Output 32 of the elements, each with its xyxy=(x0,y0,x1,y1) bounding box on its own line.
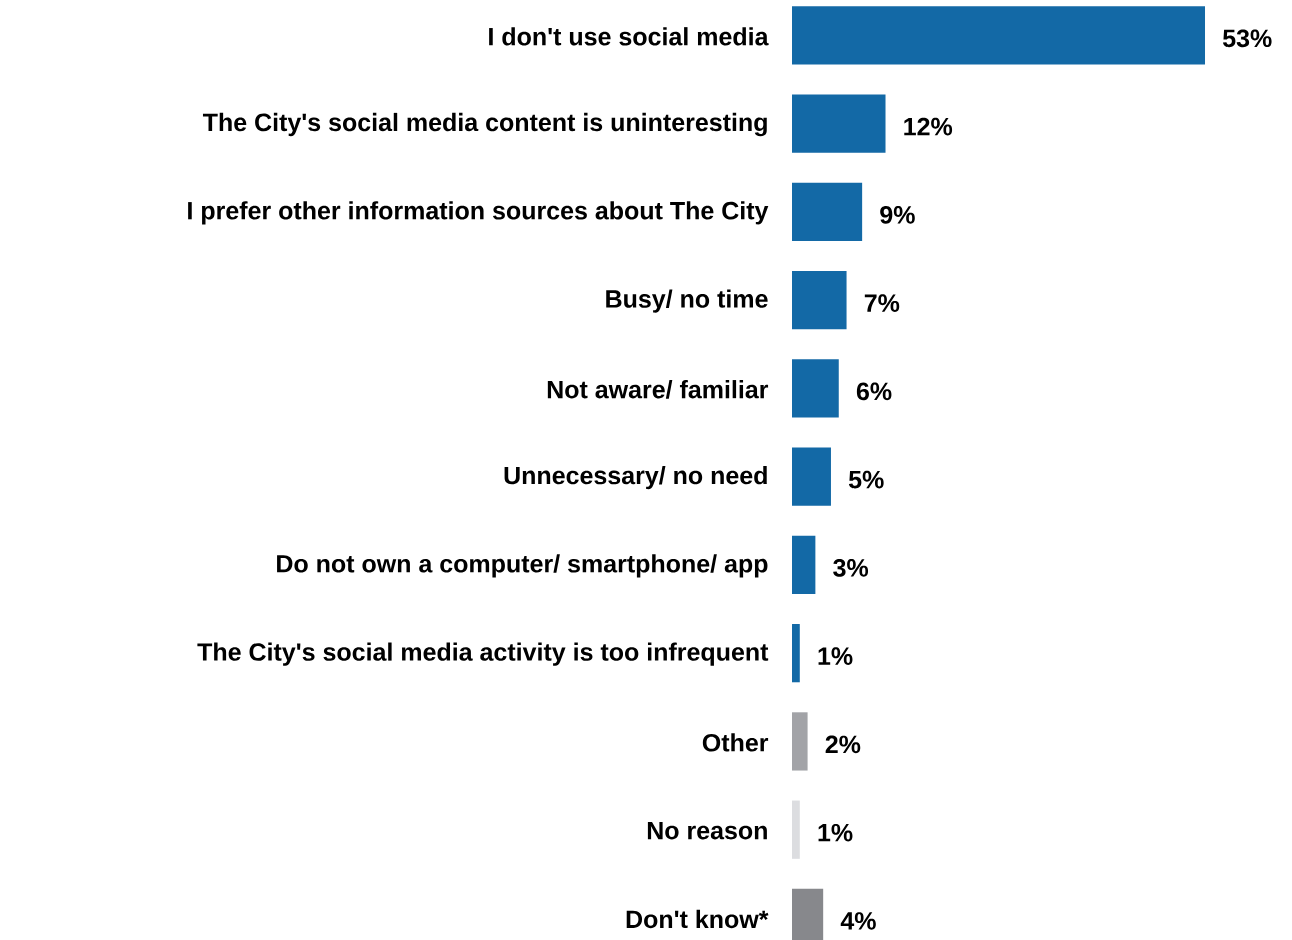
data-label: 6% xyxy=(856,382,892,401)
bar xyxy=(792,182,863,241)
y-tick-label: Unnecessary/ no need xyxy=(504,465,767,490)
y-tick-label: The City's social media activity is too infrequent xyxy=(197,642,769,666)
data-label: 1% xyxy=(818,647,853,665)
y-tick-label: No reason xyxy=(647,821,767,840)
bar xyxy=(792,624,800,683)
data-label: 53% xyxy=(1222,29,1272,48)
bar xyxy=(792,800,800,859)
y-tick-label: Don't know* xyxy=(626,909,769,929)
bar xyxy=(792,535,816,595)
data-label: 12% xyxy=(904,117,953,136)
data-label: 4% xyxy=(840,912,876,930)
y-tick-label: I prefer other information sources about The City xyxy=(188,201,769,225)
y-tick-label: Not aware/ familiar xyxy=(547,380,769,399)
data-label: 2% xyxy=(825,735,861,754)
data-label: 7% xyxy=(864,294,900,312)
y-tick-label: I don't use social media xyxy=(489,27,769,46)
bar xyxy=(792,270,847,330)
data-label: 1% xyxy=(818,823,853,842)
y-tick-label: Do not own a computer/ smartphone/ app xyxy=(277,554,768,578)
y-tick-label: The City's social media content is uninteresting xyxy=(202,112,767,137)
bar xyxy=(792,447,831,506)
data-label: 5% xyxy=(848,470,884,489)
y-tick-label: Busy/ no time xyxy=(606,289,768,313)
data-label: 3% xyxy=(833,559,869,577)
y-tick-label: Other xyxy=(702,733,769,752)
data-label: 9% xyxy=(880,205,915,224)
bar xyxy=(792,359,839,418)
bar xyxy=(792,712,808,771)
bar xyxy=(792,94,886,153)
bar xyxy=(792,6,1206,65)
